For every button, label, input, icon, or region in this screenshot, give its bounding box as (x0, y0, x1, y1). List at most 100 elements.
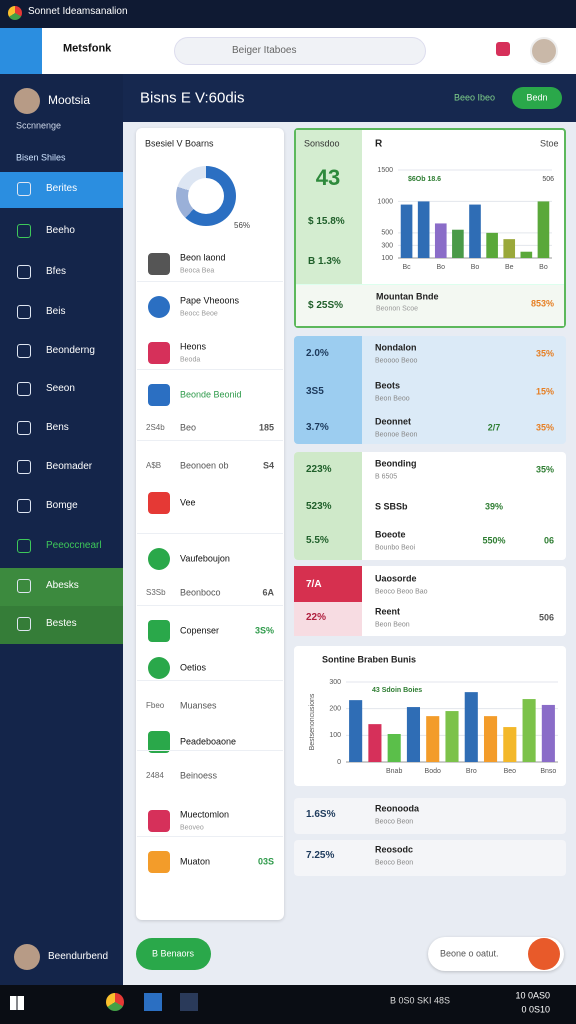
stat-value: 2.0% (306, 348, 329, 359)
sidebar (0, 74, 123, 985)
row-value: 3S% (254, 625, 274, 636)
row-icon (148, 492, 170, 514)
chart-card (294, 646, 566, 786)
title-bar (0, 0, 576, 28)
row-icon (148, 810, 170, 832)
nav-item[interactable]: Seeon (46, 383, 75, 394)
notification-icon[interactable] (496, 42, 510, 56)
donut-label: 56% (234, 221, 251, 230)
row-subtitle: Beoco Beon (375, 859, 414, 867)
row-title: Uaosorde (375, 573, 417, 584)
nav-icon (17, 579, 31, 593)
row-value: S4 (262, 460, 274, 471)
nav-icon (17, 265, 31, 279)
header-button[interactable] (512, 87, 562, 109)
stat-value: 3.7% (306, 422, 329, 433)
user-subtitle: Sccnnenge (16, 120, 62, 131)
card-link[interactable]: Stoe (540, 138, 559, 149)
stat-row: $ 25S% (308, 300, 344, 311)
row-icon (148, 296, 170, 318)
clock: 10 0AS0 (515, 990, 550, 1001)
row-title: S SBSb (375, 501, 408, 512)
nav-item[interactable]: Beis (46, 306, 66, 317)
row-title: Peadeboaone (180, 736, 237, 747)
nav-item[interactable]: Bomge (46, 500, 78, 511)
row-subtitle: Beoca Bea (180, 267, 215, 275)
row-divider (137, 605, 283, 606)
nav-item[interactable]: Beomader (46, 461, 93, 472)
row-title: Beonoen ob (180, 460, 229, 471)
nav-item[interactable]: Bfes (46, 266, 67, 277)
row-title: Beon laond (180, 252, 226, 263)
nav-icon (17, 305, 31, 319)
user-avatar (14, 88, 40, 114)
row-subtitle: Bounbo Beoi (375, 544, 416, 552)
nav-icon (17, 224, 31, 238)
nav-icon (17, 382, 31, 396)
nav-item[interactable]: Peeoccnearl (46, 540, 102, 551)
stat-value: 22% (306, 612, 327, 623)
avatar[interactable] (530, 37, 558, 65)
header-link[interactable]: Beeo Ibeo (454, 92, 496, 103)
row-value: 03S (257, 856, 274, 867)
row-value: 6A (262, 587, 274, 598)
row-subtitle: Beoco Beon (375, 818, 414, 826)
row-mid: 2/7 (487, 422, 501, 433)
taskbar-app[interactable] (144, 993, 162, 1011)
taskbar (0, 985, 576, 1024)
row-icon (148, 384, 170, 406)
search-action[interactable] (528, 938, 560, 970)
row-title: Beo (180, 422, 197, 433)
nav-icon (17, 460, 31, 474)
back-button[interactable] (0, 28, 42, 74)
row-value: 35% (535, 464, 554, 475)
row-divider (137, 440, 283, 441)
stat-value: 5.5% (306, 535, 329, 546)
list-card (136, 128, 284, 920)
row-title: Beonboco (180, 587, 221, 598)
date: 0 0S10 (521, 1004, 550, 1015)
row-lead: 2484 (146, 771, 164, 780)
page-title: Bisns E V:60dis (140, 89, 245, 107)
taskbar-app[interactable] (180, 993, 198, 1011)
row-icon (148, 731, 170, 753)
nav-item[interactable]: Beeho (46, 225, 75, 236)
search-placeholder[interactable]: Beiger Itaboes (232, 45, 297, 56)
row-value: 853% (530, 298, 554, 309)
card-a-footer (296, 284, 564, 326)
nav-item[interactable]: Abesks (46, 580, 79, 591)
nav-active (0, 172, 123, 208)
row-card (294, 840, 566, 876)
row-title: Pape Vheoons (180, 295, 240, 306)
nav-item[interactable]: Berites (46, 183, 78, 194)
stat-value: 523% (306, 501, 332, 512)
stat-value: 7.25% (306, 850, 335, 861)
stat-row: $ 15.8% (308, 216, 345, 227)
nav-item[interactable]: Bens (46, 422, 69, 433)
row-title: Reent (375, 606, 401, 617)
nav-icon (17, 344, 31, 358)
row-title: Vee (180, 497, 196, 508)
nav-item[interactable]: Beonderng (46, 345, 95, 356)
stat-value: 1.6S% (306, 809, 336, 820)
row-title: Heons (180, 341, 207, 352)
taskbar-app[interactable] (106, 993, 124, 1011)
big-number: 43 (315, 165, 341, 190)
footer-button[interactable] (136, 938, 211, 970)
row-title: Mountan Bnde (376, 291, 439, 302)
start-icon[interactable] (10, 996, 24, 1010)
search-box[interactable] (174, 37, 426, 65)
nav-item[interactable]: Bestes (46, 618, 77, 629)
search-placeholder[interactable]: Beone o oatut. (440, 948, 499, 959)
button-label[interactable]: B Benaors (151, 948, 195, 959)
row-title: Muaton (180, 856, 211, 867)
row-mid: 39% (484, 501, 504, 512)
user-name: Mootsia (48, 93, 91, 107)
row-divider (137, 533, 283, 534)
row-title: Muectomlon (180, 809, 230, 820)
card-c-panel (294, 452, 362, 560)
row-title: Vaufeboujon (180, 553, 230, 564)
button-label[interactable]: Bedn (526, 92, 548, 103)
section-title: Bisen Shiles (16, 152, 66, 163)
